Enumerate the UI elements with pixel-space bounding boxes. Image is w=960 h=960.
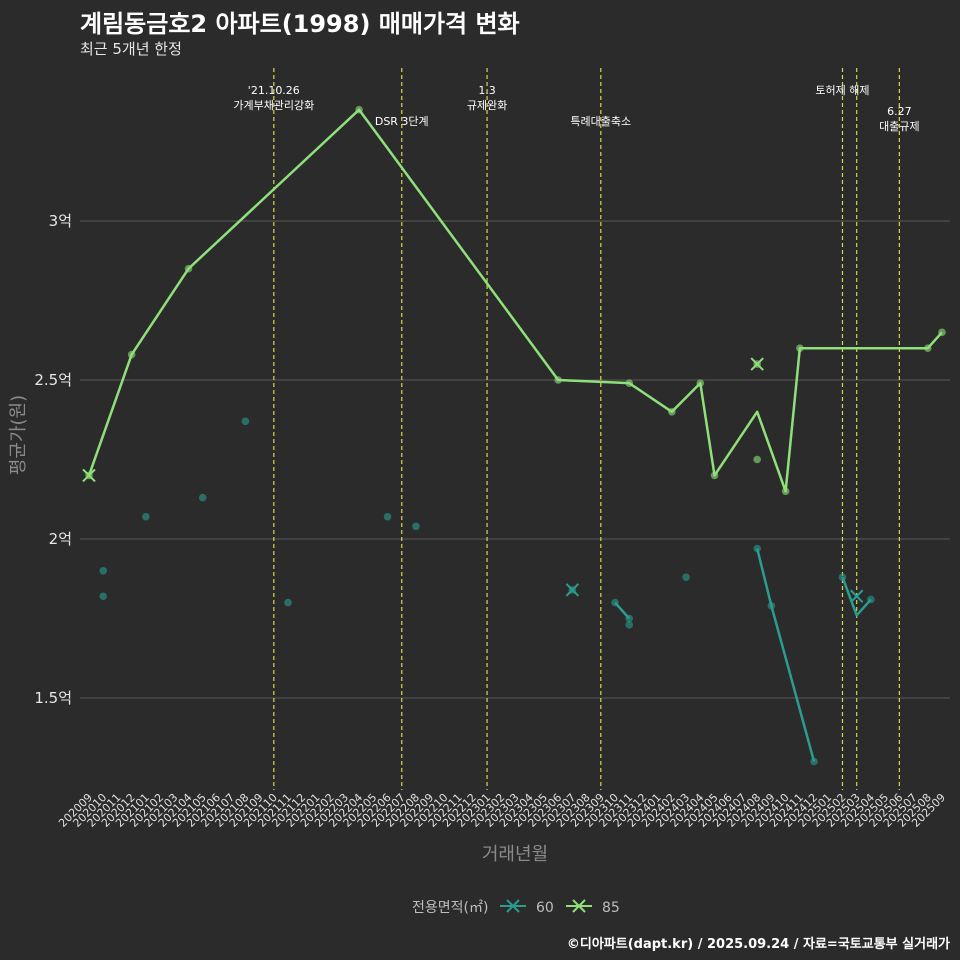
series-85-point	[184, 264, 193, 273]
series-60	[99, 417, 875, 766]
event-label: 토허제 해제	[815, 83, 869, 97]
series-85-point	[753, 455, 761, 464]
event-label: 특례대출축소	[570, 115, 631, 128]
series-60-point	[867, 595, 875, 604]
event-label: 대출규제	[879, 120, 919, 133]
series-85-point	[355, 105, 363, 114]
series-layer	[82, 105, 946, 766]
y-tick-label: 2억	[49, 530, 72, 548]
series-60-point	[99, 567, 108, 575]
series-60-point	[198, 493, 207, 502]
event-label: 가계부채관리강화	[233, 99, 314, 112]
series-85-point	[696, 379, 705, 387]
series-60-point	[753, 544, 761, 553]
series-85-cross-marker	[82, 468, 96, 483]
series-85-point	[710, 471, 719, 480]
event-label: '21.10.26	[248, 84, 300, 97]
legend: 전용면적(㎡) 60 85	[412, 899, 620, 916]
series-60-point	[383, 512, 392, 521]
legend-swatch-cross	[572, 899, 586, 913]
series-60-point	[838, 573, 847, 581]
series-85-point	[625, 379, 634, 387]
series-60-line	[841, 576, 872, 617]
series-85-line	[87, 108, 943, 493]
series-60-point	[241, 417, 250, 426]
y-tick-label: 2.5억	[34, 371, 72, 389]
series-85-point	[796, 344, 804, 353]
legend-label: 60	[536, 900, 554, 916]
event-label: 6.27	[887, 105, 912, 118]
series-60-point	[412, 522, 420, 531]
series-60-line	[755, 548, 816, 762]
series-85-point	[554, 376, 562, 384]
series-60-cross-marker	[565, 583, 580, 597]
series-60-point	[625, 614, 634, 623]
y-axis-ticks: 1.5억 2억 2.5억 3억	[34, 212, 72, 707]
series-85-point	[781, 487, 790, 496]
series-60-point	[625, 621, 634, 629]
grid-lines	[80, 220, 950, 699]
series-60-point	[99, 592, 108, 601]
series-60-point	[284, 598, 292, 607]
policy-event-lines	[273, 68, 900, 790]
series-60-point	[611, 598, 619, 607]
series-60-point	[767, 601, 776, 610]
series-85-point	[938, 328, 946, 337]
y-tick-label: 1.5억	[34, 689, 72, 707]
series-85-point	[923, 344, 932, 353]
event-label: 규제완화	[467, 99, 507, 112]
chart-title: 계림동금호2 아파트(1998) 매매가격 변화	[80, 10, 520, 38]
x-axis-title: 거래년월	[482, 844, 548, 865]
y-axis-title: 평균가(원)	[8, 395, 29, 475]
series-60-cross-marker	[849, 589, 864, 603]
event-label: 1.3	[478, 84, 496, 97]
y-tick-label: 3억	[49, 212, 72, 230]
event-label: DSR 3단계	[375, 115, 429, 128]
legend-title: 전용면적(㎡)	[412, 900, 488, 916]
series-60-point	[142, 512, 150, 521]
x-axis-ticks: 2020092020102020112020122021012021022021…	[56, 791, 948, 830]
chart-subtitle: 최근 5개년 한정	[80, 40, 182, 58]
series-85-point	[668, 408, 676, 416]
legend-label: 85	[602, 900, 620, 916]
legend-swatch-cross	[506, 899, 520, 913]
series-85	[82, 105, 946, 496]
series-60-point	[810, 757, 818, 766]
series-85-cross-marker	[750, 357, 764, 371]
source-caption: ©디아파트(dapt.kr) / 2025.09.24 / 자료=국토교통부 실…	[566, 937, 950, 952]
series-60-point	[682, 573, 690, 581]
series-85-point	[127, 350, 136, 359]
